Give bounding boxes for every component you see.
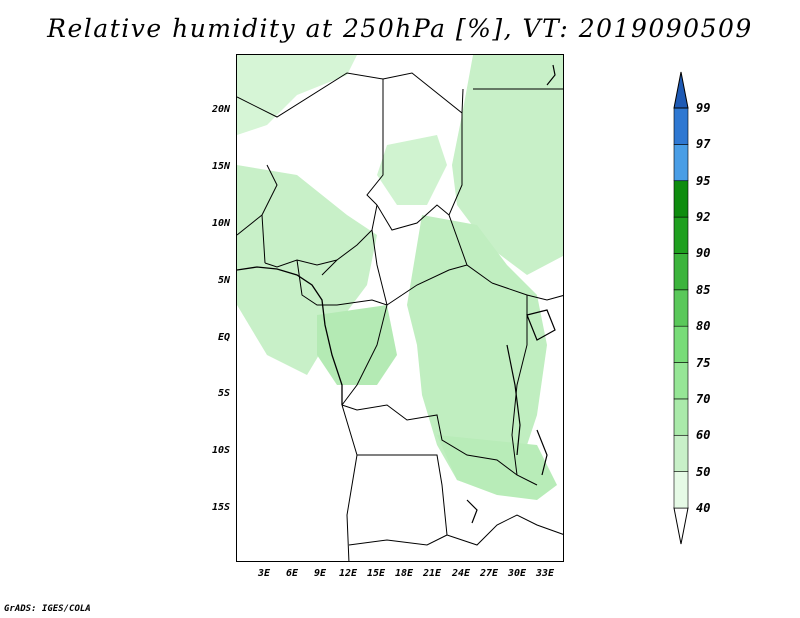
lat-tick-5n: 5N <box>217 275 230 286</box>
colorbar-bin-92 <box>673 180 689 218</box>
colorbar-bin-50 <box>673 434 689 472</box>
colorbar-label-92: 92 <box>696 210 711 225</box>
colorbar-below-triangle <box>673 507 689 545</box>
colorbar-label-97: 97 <box>696 137 711 152</box>
lat-tick-15s: 15S <box>211 502 230 513</box>
humidity-fields <box>237 55 563 500</box>
lat-tick-5s: 5S <box>217 388 230 399</box>
colorbar-label-70: 70 <box>696 391 711 406</box>
lon-tick-30e: 30E <box>507 568 527 579</box>
lat-tick-20n: 20N <box>211 104 230 115</box>
lon-tick-15e: 15E <box>366 568 386 579</box>
lon-tick-27e: 27E <box>479 568 499 579</box>
colorbar-bin-85 <box>673 253 689 291</box>
colorbar-label-95: 95 <box>696 173 711 188</box>
colorbar-bin-75 <box>673 325 689 363</box>
lon-tick-12e: 12E <box>338 568 358 579</box>
lon-tick-18e: 18E <box>394 568 414 579</box>
lat-tick-10s: 10S <box>211 445 230 456</box>
colorbar-label-85: 85 <box>696 282 711 297</box>
lakes <box>466 64 556 524</box>
colorbar <box>673 71 689 545</box>
humidity-field-northeast <box>452 55 563 275</box>
map-panel <box>236 54 564 562</box>
colorbar-above-triangle <box>673 71 689 109</box>
colorbar-bin-90 <box>673 216 689 254</box>
lat-tick-eq: EQ <box>217 332 230 343</box>
lon-tick-9e: 9E <box>313 568 327 579</box>
colorbar-label-40: 40 <box>696 501 711 515</box>
lon-tick-24e: 24E <box>451 568 471 579</box>
colorbar-label-80: 80 <box>696 319 711 334</box>
chart-title: Relative humidity at 250hPa [%], VT: 201… <box>47 14 753 43</box>
lon-tick-6e: 6E <box>285 568 299 579</box>
country-borders <box>237 72 563 561</box>
colorbar-bin-97 <box>673 107 689 145</box>
colorbar-bin-40 <box>673 471 689 509</box>
colorbar-label-90: 90 <box>696 246 711 261</box>
colorbar-bin-70 <box>673 362 689 400</box>
colorbar-bin-60 <box>673 398 689 436</box>
lon-tick-33e: 33E <box>535 568 555 579</box>
colorbar-label-50: 50 <box>696 464 711 479</box>
credit-text: GrADS: IGES/COLA <box>4 604 91 614</box>
colorbar-label-99: 99 <box>696 101 711 115</box>
colorbar-bin-80 <box>673 289 689 327</box>
humidity-field-west <box>237 165 377 375</box>
lat-tick-10n: 10N <box>211 218 230 229</box>
lon-tick-3e: 3E <box>257 568 271 579</box>
humidity-field-north <box>237 55 357 135</box>
lon-tick-21e: 21E <box>422 568 442 579</box>
humidity-field-south <box>437 435 557 500</box>
humidity-field-coast <box>317 305 397 385</box>
coastline <box>237 266 343 405</box>
humidity-field-central <box>407 215 547 490</box>
humidity-field-patch <box>377 135 447 205</box>
humidity-map <box>237 55 563 561</box>
colorbar-bin-95 <box>673 144 689 182</box>
colorbar-label-60: 60 <box>696 428 711 443</box>
colorbar-label-75: 75 <box>696 355 711 370</box>
lat-tick-15n: 15N <box>211 161 230 172</box>
